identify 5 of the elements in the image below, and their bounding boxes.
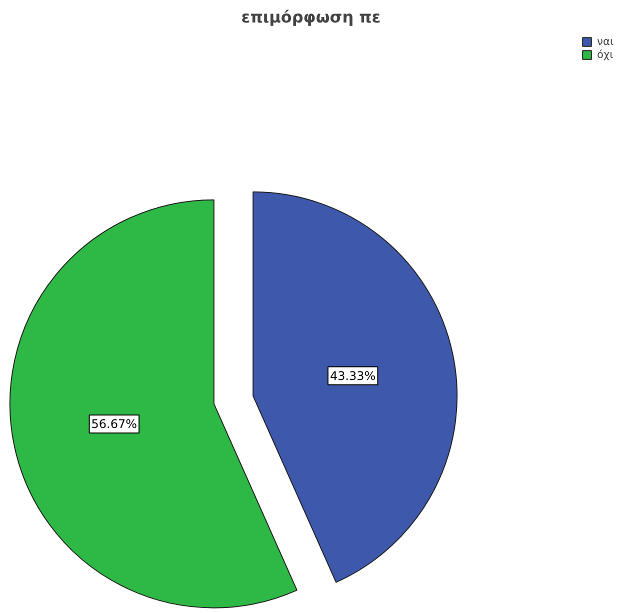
legend-label: ναι [597, 35, 615, 48]
data-label: 43.33% [330, 368, 376, 383]
chart-title: επιμόρφωση πε [241, 8, 381, 26]
data-label: 56.67% [91, 416, 138, 431]
legend-label: όχι [597, 48, 614, 61]
